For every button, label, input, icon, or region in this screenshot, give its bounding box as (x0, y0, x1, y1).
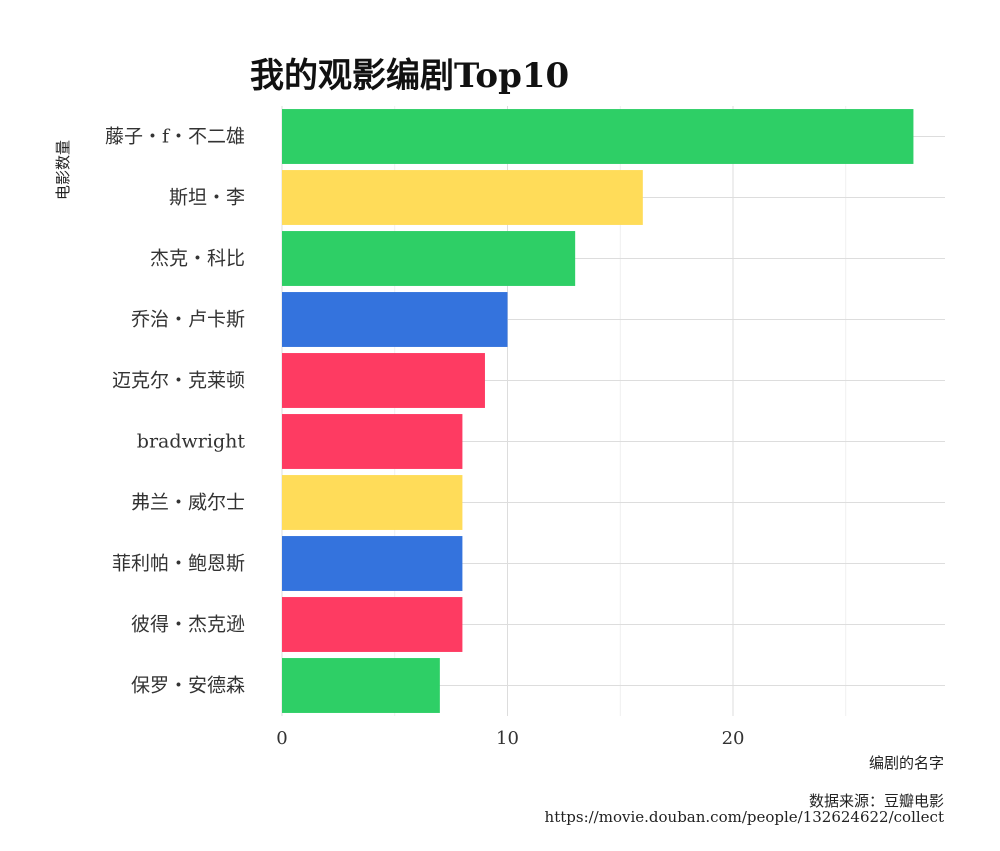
category-label: 杰克・科比 (150, 248, 245, 270)
category-label: 藤子・f・不二雄 (105, 126, 245, 148)
category-label: 保罗・安德森 (131, 675, 245, 697)
category-label: 菲利帕・鲍恩斯 (112, 553, 245, 575)
bar (282, 597, 463, 652)
category-label: 迈克尔・克莱顿 (112, 370, 245, 392)
bar (282, 353, 485, 408)
bar (282, 536, 463, 591)
category-label: 乔治・卢卡斯 (131, 309, 245, 331)
bars (282, 109, 914, 713)
bar (282, 475, 463, 530)
x-tick-label: 0 (276, 728, 287, 749)
category-label: 彼得・杰克逊 (131, 614, 245, 636)
source-url: https://movie.douban.com/people/13262462… (544, 808, 944, 826)
bar (282, 170, 643, 225)
bar (282, 658, 440, 713)
x-axis-label: 编剧的名字 (868, 754, 944, 772)
x-tick-label: 10 (496, 728, 519, 749)
chart-title: 我的观影编剧Top10 (250, 56, 570, 96)
category-label: 斯坦・李 (169, 187, 245, 209)
bar (282, 414, 463, 469)
category-label: bradwright (137, 431, 246, 453)
category-label: 弗兰・威尔士 (131, 492, 245, 514)
source-caption: 数据来源：豆瓣电影 (808, 792, 944, 810)
x-tick-label: 20 (722, 728, 745, 749)
bar (282, 231, 576, 286)
bar (282, 292, 508, 347)
bar (282, 109, 914, 164)
